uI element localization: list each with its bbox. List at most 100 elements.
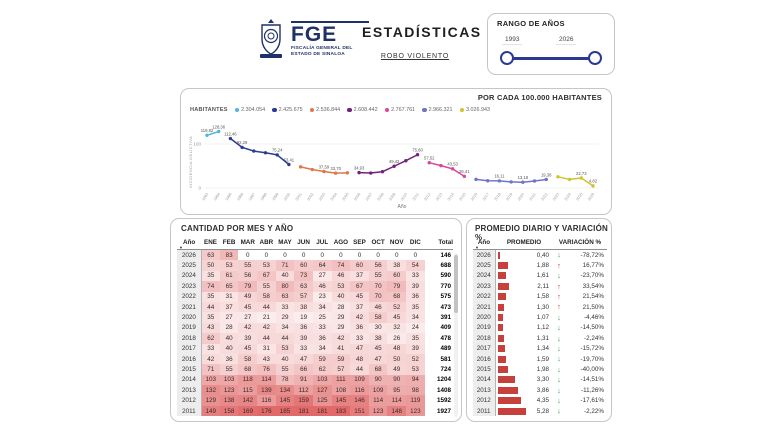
month-value-cell[interactable]: 38 [387,260,407,271]
month-value-cell[interactable]: 45 [387,312,407,323]
total-cell[interactable]: 688 [440,262,451,270]
month-value-cell[interactable]: 40 [331,291,351,302]
month-value-cell[interactable]: 44 [275,333,295,344]
month-value-cell[interactable]: 76 [257,364,276,375]
promedio-cell[interactable]: 1,30 [495,302,553,312]
month-value-cell[interactable]: 148 [387,405,407,417]
month-value-cell[interactable]: 119 [406,395,425,406]
month-value-cell[interactable]: 47 [294,353,313,365]
month-value-cell[interactable]: 123 [406,405,425,417]
month-value-cell[interactable]: 55 [275,364,295,375]
month-value-cell[interactable]: 35 [406,333,425,344]
total-cell[interactable]: 1592 [436,397,451,405]
month-value-cell[interactable]: 68 [238,364,258,375]
month-value-cell[interactable]: 145 [275,395,295,406]
month-value-cell[interactable]: 58 [238,353,258,365]
promedio-cell[interactable]: 1,31 [495,333,553,343]
month-value-cell[interactable]: 19 [294,312,313,323]
month-value-cell[interactable]: 123 [368,405,388,417]
month-value-cell[interactable]: 73 [294,270,313,282]
month-value-cell[interactable]: 46 [312,281,332,292]
total-cell[interactable]: 770 [440,282,451,290]
total-cell[interactable]: 575 [440,293,451,301]
year-cell[interactable]: 2024 [177,270,202,282]
month-value-cell[interactable]: 39 [238,333,258,344]
variacion-cell[interactable]: ↓ -2,24% [553,333,607,343]
month-value-cell[interactable]: 32 [387,322,407,334]
month-value-cell[interactable]: 0 [357,251,362,259]
year-cell[interactable]: 2018 [473,333,496,344]
month-value-cell[interactable]: 50 [387,353,407,365]
month-value-cell[interactable]: 24 [406,322,425,334]
month-value-cell[interactable]: 58 [368,312,388,323]
column-header-a-o[interactable]: Año ▼ [473,237,495,250]
month-value-cell[interactable]: 169 [238,405,258,417]
month-value-cell[interactable]: 123 [219,385,239,396]
month-value-cell[interactable]: 28 [219,322,239,334]
year-cell[interactable]: 2026 [473,249,496,261]
promedio-cell[interactable]: 0,40 [495,250,553,261]
year-cell[interactable]: 2024 [473,270,496,282]
month-value-cell[interactable]: 60 [387,270,407,282]
column-header-variaci-n-%[interactable]: VARIACIÓN % [553,237,607,250]
month-value-cell[interactable]: 34 [275,322,295,334]
total-cell[interactable]: 473 [440,303,451,311]
month-value-cell[interactable]: 98 [406,385,425,396]
month-value-cell[interactable]: 183 [331,405,351,417]
month-value-cell[interactable]: 115 [238,385,258,396]
month-value-cell[interactable]: 71 [275,260,295,271]
range-min-value[interactable]: 1993 [502,36,523,45]
month-value-cell[interactable]: 47 [350,343,369,354]
year-cell[interactable]: 2014 [473,374,496,386]
month-value-cell[interactable]: 27 [219,312,239,323]
month-value-cell[interactable]: 90 [387,374,407,386]
month-value-cell[interactable]: 61 [219,270,239,282]
month-value-cell[interactable]: 181 [294,405,313,417]
month-value-cell[interactable]: 33 [275,301,295,313]
legend-item[interactable]: 2.767.761 [384,107,415,113]
month-value-cell[interactable]: 45 [368,343,388,354]
month-value-cell[interactable]: 34 [406,312,425,323]
trend-series-7[interactable]: 22,734,82 [556,171,598,188]
month-value-cell[interactable]: 80 [275,281,295,292]
month-value-cell[interactable]: 146 [350,395,369,406]
variacion-cell[interactable]: ↓ -19,70% [553,354,607,364]
promedio-cell[interactable]: 1,34 [495,344,553,354]
trend-line-chart[interactable]: 100 0 INCIDENCIA DELICTIVA 1993 1994 1995 1996… [185,116,609,213]
table-scrollbar[interactable] [454,253,458,417]
month-value-cell[interactable]: 151 [350,405,369,417]
month-value-cell[interactable]: 134 [275,385,295,396]
month-value-cell[interactable]: 44 [201,301,220,313]
variacion-cell[interactable]: ↓ -40,00% [553,364,607,374]
year-cell[interactable]: 2020 [473,312,496,323]
scrollbar-thumb[interactable] [454,255,458,313]
total-cell[interactable]: 590 [440,272,451,280]
year-cell[interactable]: 2023 [473,281,496,292]
month-value-cell[interactable]: 47 [368,353,388,365]
month-value-cell[interactable]: 0 [283,251,287,259]
column-header-total[interactable]: Total [424,237,453,250]
month-value-cell[interactable]: 39 [406,343,425,354]
month-value-cell[interactable]: 114 [387,395,407,406]
year-cell[interactable]: 2020 [177,312,202,323]
month-value-cell[interactable]: 43 [257,353,276,365]
promedio-cell[interactable]: 5,28 [495,406,553,416]
month-value-cell[interactable]: 138 [219,395,239,406]
month-value-cell[interactable]: 129 [201,395,220,406]
month-value-cell[interactable]: 27 [238,312,258,323]
total-cell[interactable]: 724 [440,365,451,373]
promedio-cell[interactable]: 1,61 [495,271,553,281]
column-header-mar[interactable]: MAR [238,237,258,250]
month-value-cell[interactable]: 127 [312,385,332,396]
column-header-dic[interactable]: DIC [406,237,425,250]
month-value-cell[interactable]: 55 [238,260,258,271]
variacion-cell[interactable]: ↓ -78,72% [553,250,607,261]
month-value-cell[interactable]: 56 [368,260,388,271]
month-value-cell[interactable]: 91 [294,374,313,386]
month-value-cell[interactable]: 74 [331,260,351,271]
month-value-cell[interactable]: 109 [368,385,388,396]
month-value-cell[interactable]: 55 [257,281,276,292]
month-value-cell[interactable]: 37 [350,270,369,282]
month-value-cell[interactable]: 45 [350,291,369,302]
trend-series-6[interactable]: 16,11 13,18 19,38 [474,172,552,184]
